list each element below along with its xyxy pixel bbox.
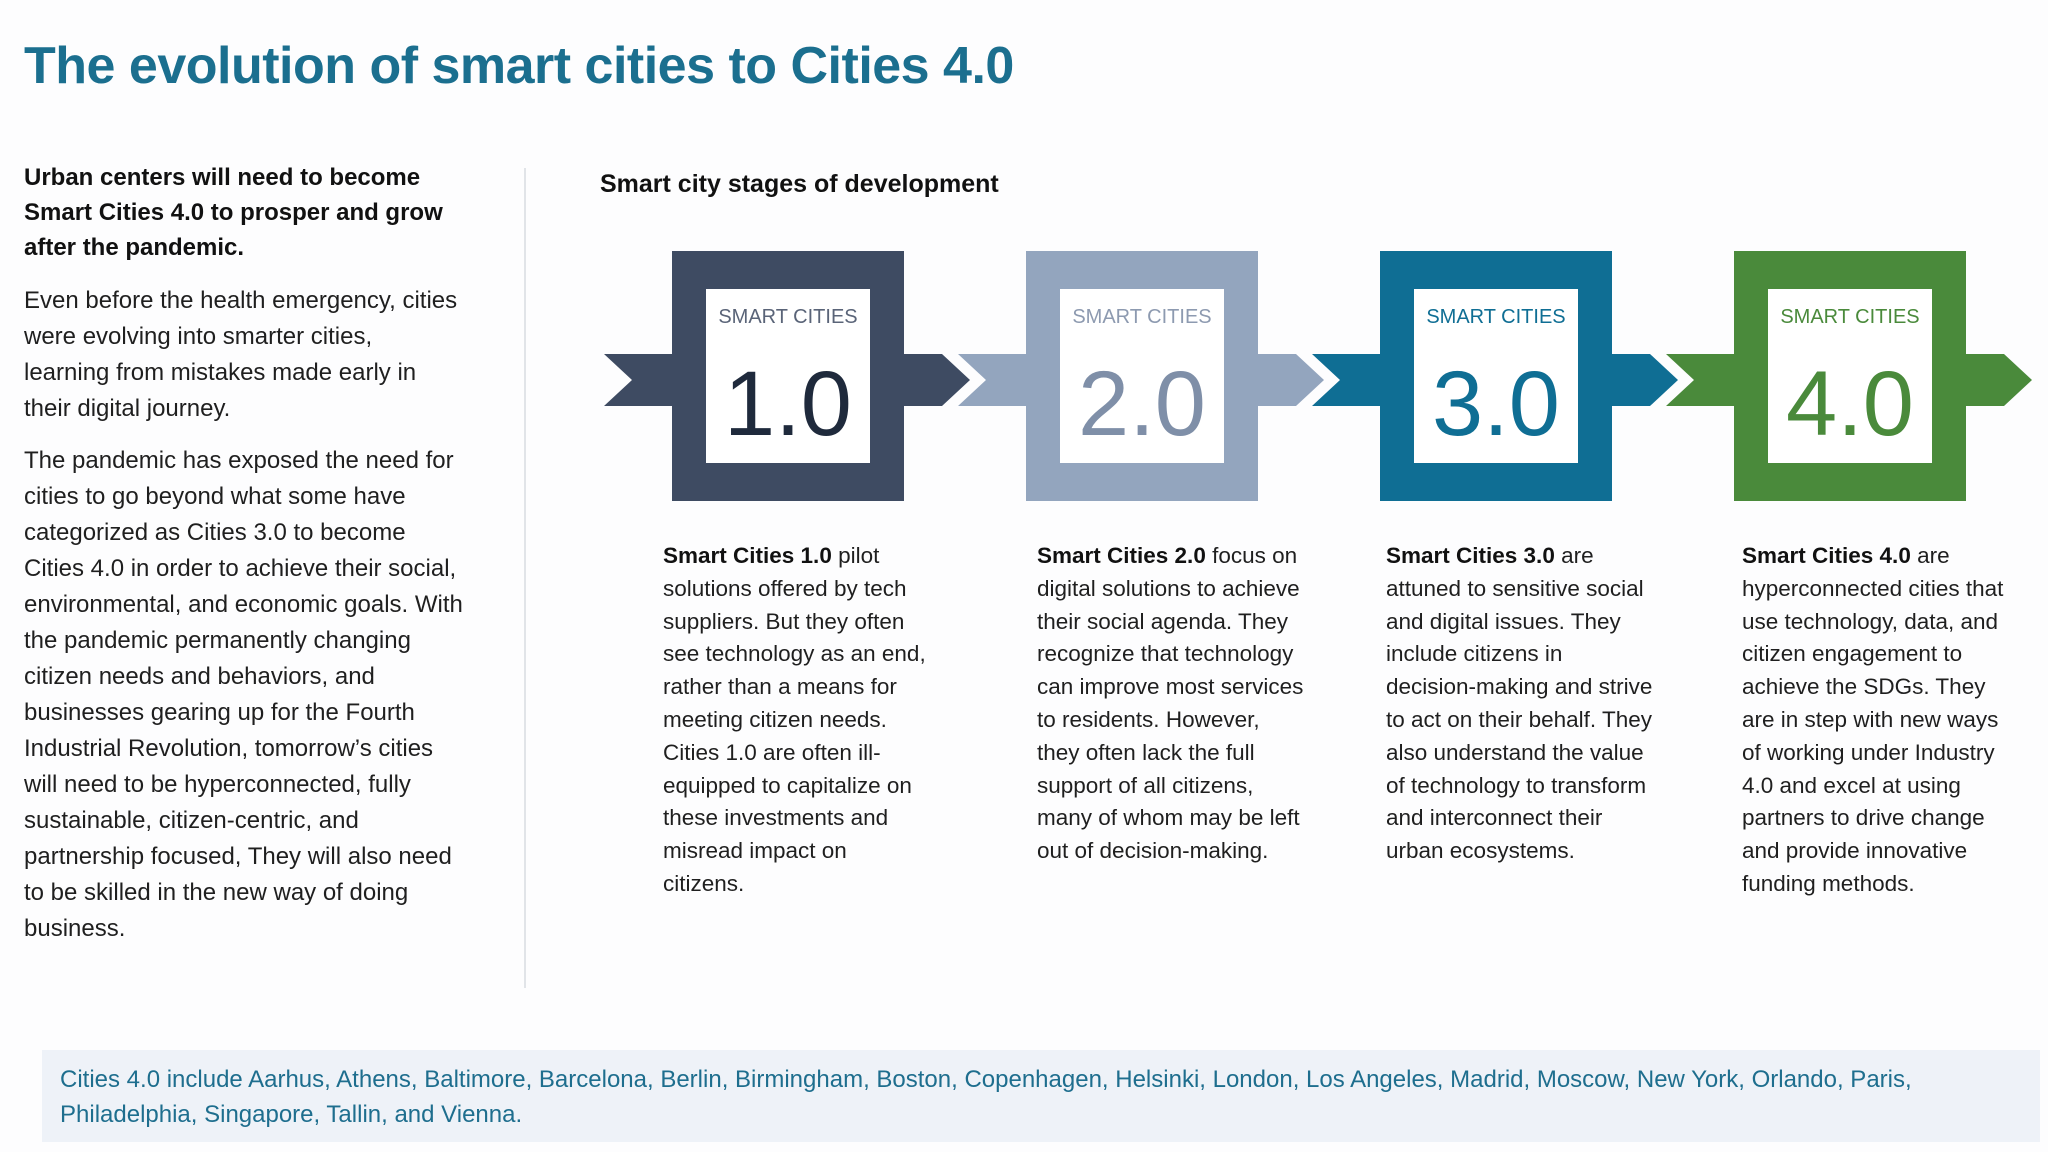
stage-3-description: Smart Cities 3.0 are attuned to sensitiv… bbox=[1386, 540, 1656, 868]
stage-2-tail bbox=[958, 354, 1026, 406]
stage-4-arrow bbox=[1966, 354, 2032, 406]
intro-paragraph-1: Even before the health emergency, cities… bbox=[24, 287, 458, 422]
stage-4-block: SMART CITIES 4.0 bbox=[1666, 251, 2032, 501]
stage-1-panel bbox=[706, 289, 870, 463]
stage-4-description-bold: Smart Cities 4.0 bbox=[1742, 543, 1911, 568]
stage-4-tail bbox=[1666, 354, 1734, 406]
page-title: The evolution of smart cities to Cities … bbox=[24, 37, 1014, 95]
stage-2-version: 2.0 bbox=[1078, 353, 1206, 455]
stage-4-description-body: are hyperconnected cities that use techn… bbox=[1742, 543, 2004, 896]
stage-2-block: SMART CITIES 2.0 bbox=[958, 251, 1324, 501]
stage-2-description-bold: Smart Cities 2.0 bbox=[1037, 543, 1206, 568]
intro-heading: Urban centers will need to become Smart … bbox=[24, 164, 443, 261]
stage-3-panel bbox=[1414, 289, 1578, 463]
stage-1-description: Smart Cities 1.0 pilot solutions offered… bbox=[663, 540, 933, 901]
stage-1-description-bold: Smart Cities 1.0 bbox=[663, 543, 832, 568]
stage-3-label: SMART CITIES bbox=[1426, 306, 1565, 328]
stage-4-version: 4.0 bbox=[1786, 353, 1914, 455]
stage-3-version: 3.0 bbox=[1432, 353, 1560, 455]
stages-heading: Smart city stages of development bbox=[600, 170, 999, 198]
stage-3-arrow bbox=[1612, 354, 1678, 406]
stage-1-version: 1.0 bbox=[724, 353, 852, 455]
column-divider bbox=[524, 168, 526, 988]
stage-2-arrow bbox=[1258, 354, 1324, 406]
intro-paragraph-2: The pandemic has exposed the need for ci… bbox=[24, 447, 463, 942]
stage-2-description: Smart Cities 2.0 focus on digital soluti… bbox=[1037, 540, 1307, 868]
stage-1-description-body: pilot solutions offered by tech supplier… bbox=[663, 543, 926, 896]
stage-3-block: SMART CITIES 3.0 bbox=[1312, 251, 1678, 501]
stage-4-label: SMART CITIES bbox=[1780, 306, 1919, 328]
stage-1-arrow bbox=[904, 354, 970, 406]
stage-2-label: SMART CITIES bbox=[1072, 306, 1211, 328]
cities-footer: Cities 4.0 include Aarhus, Athens, Balti… bbox=[42, 1050, 2040, 1142]
stage-4-description: Smart Cities 4.0 are hyperconnected citi… bbox=[1742, 540, 2012, 901]
stage-1-block: SMART CITIES 1.0 bbox=[604, 251, 970, 501]
stage-2-panel bbox=[1060, 289, 1224, 463]
stage-3-description-bold: Smart Cities 3.0 bbox=[1386, 543, 1555, 568]
stage-3-tail bbox=[1312, 354, 1380, 406]
stage-1-label: SMART CITIES bbox=[718, 306, 857, 328]
stage-2-description-body: focus on digital solutions to achieve th… bbox=[1037, 543, 1304, 864]
stage-1-tail bbox=[604, 354, 672, 406]
stage-4-panel bbox=[1768, 289, 1932, 463]
intro-column: Urban centers will need to become Smart … bbox=[24, 160, 464, 963]
stage-3-description-body: are attuned to sensitive social and digi… bbox=[1386, 543, 1653, 864]
